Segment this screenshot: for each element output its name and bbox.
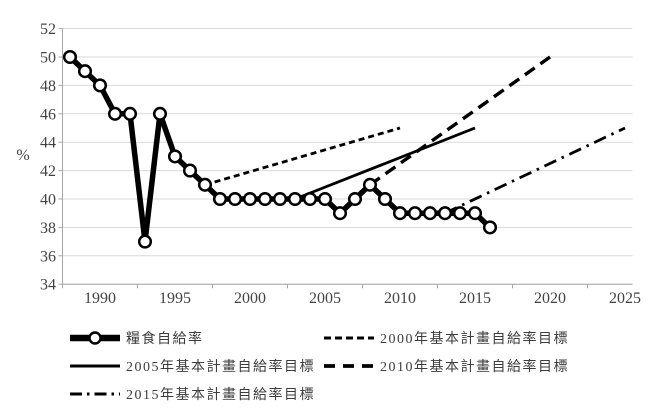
legend-item-plan2005: 2005年基本計畫自給率目標 — [68, 352, 315, 380]
x-tick-label: 1995 — [159, 290, 191, 307]
data-point-marker — [227, 191, 243, 207]
legend-label: 糧食自給率 — [126, 332, 204, 347]
y-tick-label: 52 — [40, 21, 56, 38]
y-tick-label: 50 — [40, 50, 56, 67]
data-point-marker — [92, 78, 108, 93]
series-line-plan2000 — [204, 126, 401, 187]
data-point-marker — [62, 49, 78, 65]
x-tick-label: 2025 — [609, 290, 641, 307]
data-point-marker — [332, 206, 348, 221]
x-tick-label: 2010 — [384, 290, 416, 307]
legend-item-plan2010: 2010年基本計畫自給率目標 — [322, 352, 569, 380]
series-line-plan2015 — [444, 126, 626, 215]
y-tick-label: 44 — [40, 135, 56, 152]
data-point-marker — [482, 220, 498, 235]
legend-item-plan2015: 2015年基本計畫自給率目標 — [68, 380, 315, 408]
y-tick-label: 34 — [40, 277, 56, 294]
series-line-plan2005 — [294, 126, 476, 201]
data-point-marker — [422, 206, 438, 221]
y-tick-label: 38 — [40, 220, 56, 237]
series-line-plan2010 — [369, 55, 551, 187]
data-point-marker — [392, 206, 408, 221]
legend-marker-long-dash — [324, 364, 374, 368]
y-tick-label: 40 — [40, 192, 56, 209]
x-tick-label: 2020 — [534, 290, 566, 307]
x-tick-label: 1990 — [84, 290, 116, 307]
data-point-marker — [122, 106, 138, 121]
legend-label: 2000年基本計畫自給率目標 — [380, 332, 569, 347]
legend-item-ssr: 糧食自給率 — [68, 324, 204, 352]
data-point-marker — [452, 206, 468, 221]
y-tick-label: 46 — [40, 106, 56, 123]
data-point-marker — [107, 106, 123, 121]
data-point-marker — [197, 177, 213, 192]
data-point-marker — [212, 191, 228, 207]
data-point-marker — [182, 163, 198, 178]
data-point-marker — [242, 191, 258, 207]
data-point-marker — [152, 106, 168, 121]
y-tick-label: 42 — [40, 163, 56, 180]
x-tick-label: 2005 — [309, 290, 341, 307]
y-tick-label: 36 — [40, 248, 56, 265]
data-point-marker — [407, 206, 423, 221]
data-point-marker — [137, 234, 153, 249]
data-point-marker — [317, 191, 333, 207]
y-axis-label: % — [16, 147, 30, 164]
data-point-marker — [362, 177, 378, 192]
y-tick-label: 48 — [40, 78, 56, 95]
data-point-marker — [167, 149, 183, 164]
x-tick-label: 2015 — [459, 290, 491, 307]
data-point-marker — [77, 64, 93, 79]
data-point-marker — [302, 191, 318, 207]
legend-marker-dash-dot — [70, 392, 120, 396]
legend-row: 2005年基本計畫自給率目標 2010年基本計畫自給率目標 — [0, 352, 650, 380]
x-tick-label: 2000 — [234, 290, 266, 307]
data-point-marker — [377, 191, 393, 207]
plot-svg: 34 36 38 40 42 44 46 48 50 52 1990 1995 2000 2005 2010… — [40, 21, 641, 307]
data-point-marker — [467, 206, 483, 221]
legend: 糧食自給率 2000年基本計畫自給率目標 2005年基本計畫自給率目標 2010年基本… — [0, 324, 650, 408]
data-point-marker — [437, 206, 453, 221]
data-point-marker — [272, 191, 288, 207]
legend-marker-main — [70, 331, 120, 345]
legend-row: 2015年基本計畫自給率目標 — [0, 380, 650, 408]
legend-label: 2010年基本計畫自給率目標 — [380, 360, 569, 375]
data-point-marker — [257, 191, 273, 207]
legend-row: 糧食自給率 2000年基本計畫自給率目標 — [0, 324, 650, 352]
data-point-marker — [347, 191, 363, 207]
legend-marker-short-dash — [324, 336, 374, 340]
legend-label: 2005年基本計畫自給率目標 — [126, 360, 315, 375]
legend-label: 2015年基本計畫自給率目標 — [126, 388, 315, 403]
legend-marker-solid — [70, 364, 120, 368]
data-point-marker — [287, 191, 303, 207]
legend-item-plan2000: 2000年基本計畫自給率目標 — [322, 324, 569, 352]
